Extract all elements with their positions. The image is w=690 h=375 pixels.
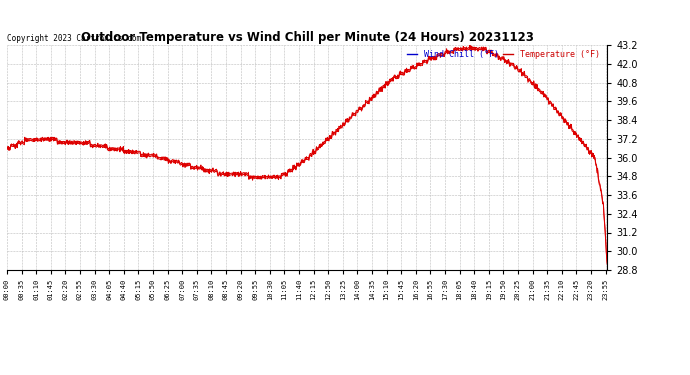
Legend: Wind Chill (°F), Temperature (°F): Wind Chill (°F), Temperature (°F) [404,47,603,63]
Title: Outdoor Temperature vs Wind Chill per Minute (24 Hours) 20231123: Outdoor Temperature vs Wind Chill per Mi… [81,31,533,44]
Text: Copyright 2023 Cartronics.com: Copyright 2023 Cartronics.com [7,34,141,43]
